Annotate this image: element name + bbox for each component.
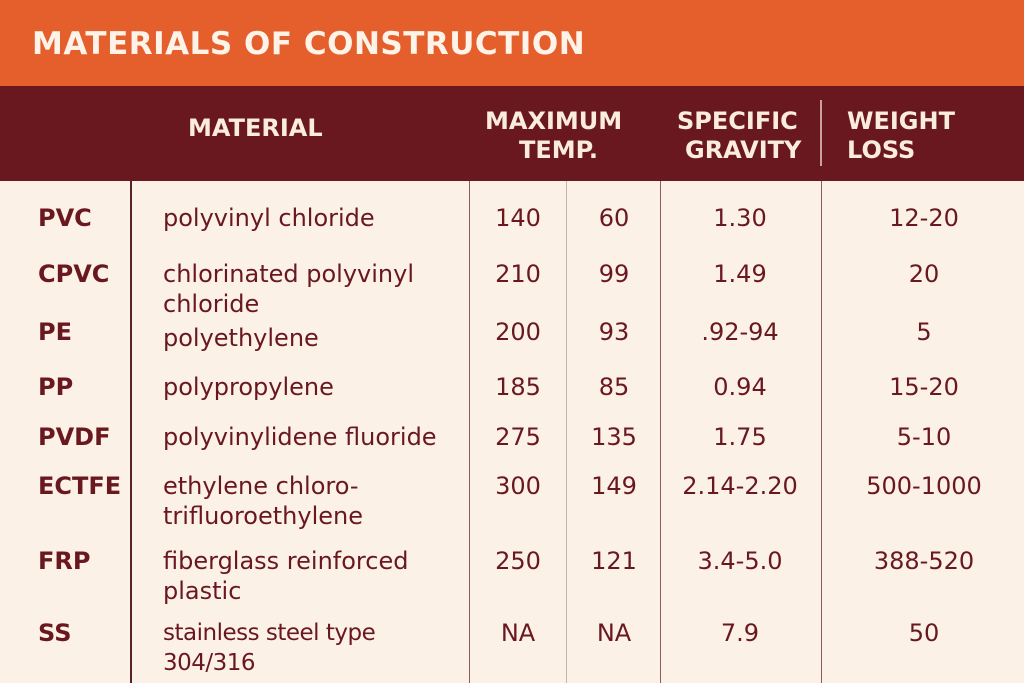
material-abbreviation: ECTFE — [38, 472, 122, 500]
header-specific-gravity-line2: GRAVITY — [685, 136, 802, 164]
material-name: polypropylene — [163, 373, 334, 401]
max-temp-c: 99 — [598, 260, 630, 288]
header-weight-loss-line2: LOSS — [847, 136, 916, 164]
material-name: chlorinated polyvinyl chloride — [163, 260, 414, 318]
weight-loss: 20 — [908, 260, 940, 288]
specific-gravity: 7.9 — [720, 619, 760, 647]
column-divider-temp — [566, 181, 567, 683]
title-bar: MATERIALS OF CONSTRUCTION — [0, 0, 1024, 86]
header-max-temp-line2: TEMP. — [519, 136, 598, 164]
weight-loss: 5-10 — [896, 423, 952, 451]
header-weight-loss-line1: WEIGHT — [847, 107, 955, 135]
specific-gravity: 1.30 — [713, 204, 767, 232]
specific-gravity: 1.75 — [713, 423, 767, 451]
material-abbreviation: SS — [38, 619, 72, 647]
material-abbreviation: PP — [38, 373, 74, 401]
max-temp-c: 135 — [591, 423, 637, 451]
max-temp-f: 185 — [495, 373, 541, 401]
header-max-temp-line1: MAXIMUM — [485, 107, 623, 135]
specific-gravity: 2.14-2.20 — [682, 472, 798, 500]
page-title: MATERIALS OF CONSTRUCTION — [32, 26, 586, 62]
max-temp-f: 250 — [495, 547, 541, 575]
material-name: polyvinylidene fluoride — [163, 423, 437, 451]
specific-gravity: 1.49 — [713, 260, 767, 288]
column-divider-material — [469, 181, 470, 683]
weight-loss: 500-1000 — [866, 472, 982, 500]
max-temp-c: NA — [596, 619, 632, 647]
max-temp-f: NA — [500, 619, 536, 647]
specific-gravity: 0.94 — [713, 373, 767, 401]
material-name: stainless steel type 304/316 — [163, 620, 376, 676]
max-temp-f: 275 — [495, 423, 541, 451]
max-temp-c: 93 — [598, 318, 630, 346]
max-temp-c: 60 — [598, 204, 630, 232]
header-material: MATERIAL — [188, 114, 323, 142]
max-temp-c: 121 — [591, 547, 637, 575]
table-body: PVC polyvinyl chloride 140 60 1.30 12-20… — [0, 181, 1024, 683]
material-abbreviation: FRP — [38, 547, 91, 575]
material-name: ethylene chloro-trifluoroethylene — [163, 472, 363, 530]
material-name: polyethylene — [163, 324, 319, 352]
max-temp-c: 149 — [591, 472, 637, 500]
column-divider-abbr — [130, 181, 132, 683]
max-temp-f: 210 — [495, 260, 541, 288]
weight-loss: 50 — [908, 619, 940, 647]
weight-loss: 12-20 — [889, 204, 959, 232]
column-divider-weight-loss — [821, 181, 822, 683]
max-temp-f: 300 — [495, 472, 541, 500]
max-temp-f: 140 — [495, 204, 541, 232]
header-specific-gravity-line1: SPECIFIC — [677, 107, 798, 135]
weight-loss: 15-20 — [889, 373, 959, 401]
weight-loss: 5 — [916, 318, 932, 346]
material-abbreviation: PVDF — [38, 423, 111, 451]
weight-loss: 388-520 — [873, 547, 975, 575]
material-abbreviation: CPVC — [38, 260, 110, 288]
header-divider — [820, 100, 822, 166]
column-divider-specific-gravity — [660, 181, 661, 683]
specific-gravity: 3.4-5.0 — [697, 547, 783, 575]
material-abbreviation: PVC — [38, 204, 92, 232]
material-name: fiberglass reinforced plastic — [163, 547, 409, 605]
specific-gravity: .92-94 — [701, 318, 779, 346]
table-header: MATERIAL MAXIMUM TEMP. SPECIFIC GRAVITY … — [0, 86, 1024, 181]
max-temp-c: 85 — [598, 373, 630, 401]
material-abbreviation: PE — [38, 318, 72, 346]
material-name: polyvinyl chloride — [163, 204, 375, 232]
max-temp-f: 200 — [495, 318, 541, 346]
